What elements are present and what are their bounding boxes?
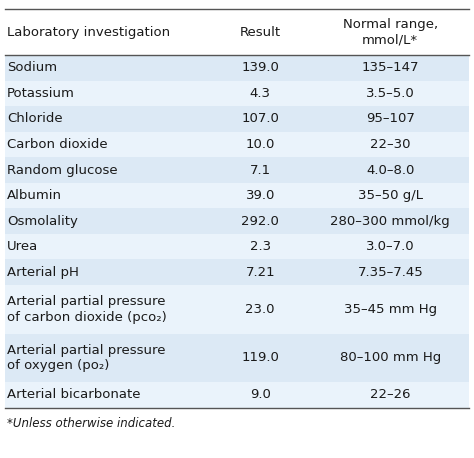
Text: Osmolality: Osmolality bbox=[7, 215, 78, 228]
Text: 7.1: 7.1 bbox=[250, 164, 271, 177]
Bar bbox=[5, 285, 469, 333]
Text: 135–147: 135–147 bbox=[362, 61, 419, 74]
Text: 119.0: 119.0 bbox=[241, 351, 279, 364]
Text: Normal range,
mmol/L*: Normal range, mmol/L* bbox=[343, 18, 438, 47]
Bar bbox=[5, 81, 469, 106]
Bar bbox=[5, 183, 469, 208]
Text: 95–107: 95–107 bbox=[366, 113, 415, 125]
Bar bbox=[5, 157, 469, 183]
Text: Laboratory investigation: Laboratory investigation bbox=[7, 26, 170, 38]
Text: 7.35–7.45: 7.35–7.45 bbox=[357, 266, 423, 279]
Text: 23.0: 23.0 bbox=[246, 303, 275, 316]
Text: 22–30: 22–30 bbox=[370, 138, 410, 151]
Text: 3.5–5.0: 3.5–5.0 bbox=[366, 87, 415, 100]
Text: Result: Result bbox=[240, 26, 281, 38]
Text: 280–300 mmol/kg: 280–300 mmol/kg bbox=[330, 215, 450, 228]
Text: Sodium: Sodium bbox=[7, 61, 57, 74]
Text: 292.0: 292.0 bbox=[241, 215, 279, 228]
Text: 39.0: 39.0 bbox=[246, 189, 275, 202]
Bar bbox=[5, 382, 469, 408]
Bar bbox=[5, 208, 469, 234]
Bar bbox=[5, 55, 469, 81]
Text: Chloride: Chloride bbox=[7, 113, 63, 125]
Text: 4.3: 4.3 bbox=[250, 87, 271, 100]
Text: Arterial partial pressure
of carbon dioxide (pco₂): Arterial partial pressure of carbon diox… bbox=[7, 295, 167, 323]
Bar bbox=[5, 132, 469, 157]
Text: 7.21: 7.21 bbox=[246, 266, 275, 279]
Text: 80–100 mm Hg: 80–100 mm Hg bbox=[340, 351, 441, 364]
Text: Carbon dioxide: Carbon dioxide bbox=[7, 138, 108, 151]
Text: Urea: Urea bbox=[7, 240, 38, 253]
Text: 35–45 mm Hg: 35–45 mm Hg bbox=[344, 303, 437, 316]
Text: 4.0–8.0: 4.0–8.0 bbox=[366, 164, 414, 177]
Text: Potassium: Potassium bbox=[7, 87, 75, 100]
Text: Arterial pH: Arterial pH bbox=[7, 266, 79, 279]
Bar bbox=[5, 333, 469, 382]
Text: Random glucose: Random glucose bbox=[7, 164, 118, 177]
Text: 3.0–7.0: 3.0–7.0 bbox=[366, 240, 415, 253]
Text: 139.0: 139.0 bbox=[241, 61, 279, 74]
Text: 22–26: 22–26 bbox=[370, 388, 410, 401]
Bar bbox=[5, 9, 469, 55]
Bar bbox=[5, 260, 469, 285]
Text: *Unless otherwise indicated.: *Unless otherwise indicated. bbox=[7, 417, 175, 430]
Text: 35–50 g/L: 35–50 g/L bbox=[358, 189, 423, 202]
Bar bbox=[5, 106, 469, 132]
Text: Arterial partial pressure
of oxygen (po₂): Arterial partial pressure of oxygen (po₂… bbox=[7, 344, 165, 372]
Text: 10.0: 10.0 bbox=[246, 138, 275, 151]
Text: Arterial bicarbonate: Arterial bicarbonate bbox=[7, 388, 141, 401]
Text: Albumin: Albumin bbox=[7, 189, 62, 202]
Bar bbox=[5, 234, 469, 260]
Text: 9.0: 9.0 bbox=[250, 388, 271, 401]
Text: 107.0: 107.0 bbox=[241, 113, 279, 125]
Text: 2.3: 2.3 bbox=[250, 240, 271, 253]
